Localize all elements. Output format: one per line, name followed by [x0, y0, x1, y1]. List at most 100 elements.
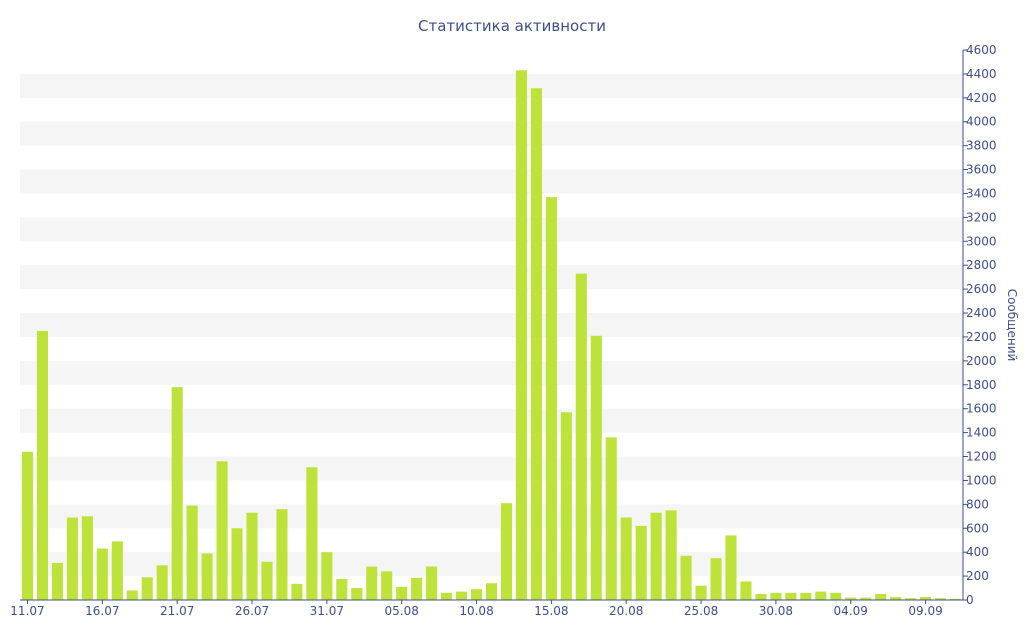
- bar: [186, 505, 198, 600]
- bar: [456, 591, 468, 600]
- grid-band: [20, 360, 963, 385]
- bar: [321, 552, 333, 600]
- bar: [51, 562, 63, 600]
- bar: [156, 565, 168, 600]
- grid-band: [20, 217, 963, 242]
- bar: [351, 588, 363, 600]
- x-tick-label: 20.08: [609, 604, 643, 618]
- bar: [470, 589, 483, 600]
- bar: [650, 512, 662, 600]
- bar: [485, 583, 498, 600]
- bar: [111, 541, 123, 600]
- bar: [605, 437, 617, 600]
- y-tick-label: 1200: [966, 450, 997, 464]
- bar: [740, 581, 752, 600]
- bar: [710, 558, 722, 600]
- x-tick-label: 04.09: [834, 604, 868, 618]
- y-tick-label: 400: [966, 545, 989, 559]
- grid-band: [20, 73, 963, 98]
- bar: [216, 461, 228, 600]
- bar: [845, 597, 857, 600]
- bar: [620, 517, 632, 600]
- y-tick-label: 4400: [966, 67, 997, 81]
- bar: [261, 561, 273, 600]
- x-tick-label: 15.08: [534, 604, 568, 618]
- bar: [920, 597, 932, 600]
- bar: [545, 197, 557, 600]
- x-tick-label: 16.07: [85, 604, 119, 618]
- bar: [725, 535, 737, 600]
- bar: [935, 598, 947, 600]
- bar: [500, 503, 513, 600]
- bar: [785, 592, 797, 600]
- y-tick-label: 3600: [966, 163, 997, 177]
- x-tick-label: 05.08: [385, 604, 419, 618]
- y-tick-label: 600: [966, 521, 989, 535]
- x-tick-label: 10.08: [459, 604, 493, 618]
- bar: [875, 594, 887, 600]
- bar: [426, 566, 438, 600]
- y-axis-ticks: 0 200 400 600 800 1000 1200 1400 1600 1800 2000 220…: [963, 43, 997, 607]
- y-tick-label: 2400: [966, 306, 997, 320]
- grid-band: [20, 169, 963, 194]
- y-tick-label: 2000: [966, 354, 997, 368]
- bar: [66, 517, 78, 600]
- bar: [890, 597, 902, 600]
- y-tick-label: 2200: [966, 330, 997, 344]
- grid-band: [20, 265, 963, 290]
- x-axis-ticks: 11.07 16.07 21.07 26.07 31.07 05.08 10.08 15.08…: [10, 600, 943, 618]
- y-tick-label: 3800: [966, 139, 997, 153]
- y-tick-label: 3400: [966, 186, 997, 200]
- bar: [381, 571, 393, 600]
- bar: [530, 88, 542, 601]
- x-tick-label: 09.09: [908, 604, 942, 618]
- bar-series: [21, 70, 962, 601]
- y-axis-title: Сообщений: [1005, 289, 1019, 362]
- bar: [560, 412, 572, 600]
- bar: [575, 273, 587, 600]
- x-tick-label: 26.07: [235, 604, 269, 618]
- bar: [830, 592, 842, 600]
- bar: [306, 467, 318, 600]
- bar: [276, 509, 288, 600]
- grid-band: [20, 456, 963, 481]
- bar: [291, 583, 303, 600]
- y-tick-label: 1800: [966, 378, 997, 392]
- x-tick-label: 25.08: [684, 604, 718, 618]
- bar: [515, 70, 527, 600]
- bar: [665, 510, 677, 600]
- bar: [441, 592, 453, 600]
- x-tick-label: 30.08: [759, 604, 793, 618]
- y-tick-label: 2600: [966, 282, 997, 296]
- bar: [635, 525, 647, 600]
- bar: [366, 566, 378, 600]
- bar: [755, 594, 767, 600]
- bar: [201, 553, 213, 600]
- y-tick-label: 4000: [966, 115, 997, 129]
- bar: [231, 528, 243, 600]
- bar: [815, 591, 827, 600]
- y-tick-label: 200: [966, 569, 989, 583]
- bar: [21, 451, 34, 600]
- grid-bands: [20, 73, 963, 577]
- bar: [96, 548, 108, 600]
- y-tick-label: 1600: [966, 402, 997, 416]
- y-tick-label: 1000: [966, 473, 997, 487]
- bar: [680, 555, 692, 600]
- grid-band: [20, 408, 963, 433]
- x-tick-label: 31.07: [310, 604, 344, 618]
- y-tick-label: 4600: [966, 43, 997, 57]
- bar: [336, 579, 348, 600]
- y-tick-label: 2800: [966, 258, 997, 272]
- y-tick-label: 0: [966, 593, 974, 607]
- bar: [800, 592, 812, 600]
- y-tick-label: 4200: [966, 91, 997, 105]
- y-tick-label: 3200: [966, 210, 997, 224]
- bar: [590, 335, 602, 600]
- bar: [695, 585, 707, 600]
- grid-band: [20, 504, 963, 529]
- bar: [411, 577, 423, 600]
- chart-title: Статистика активности: [418, 17, 606, 35]
- bar: [171, 387, 183, 600]
- grid-band: [20, 121, 963, 146]
